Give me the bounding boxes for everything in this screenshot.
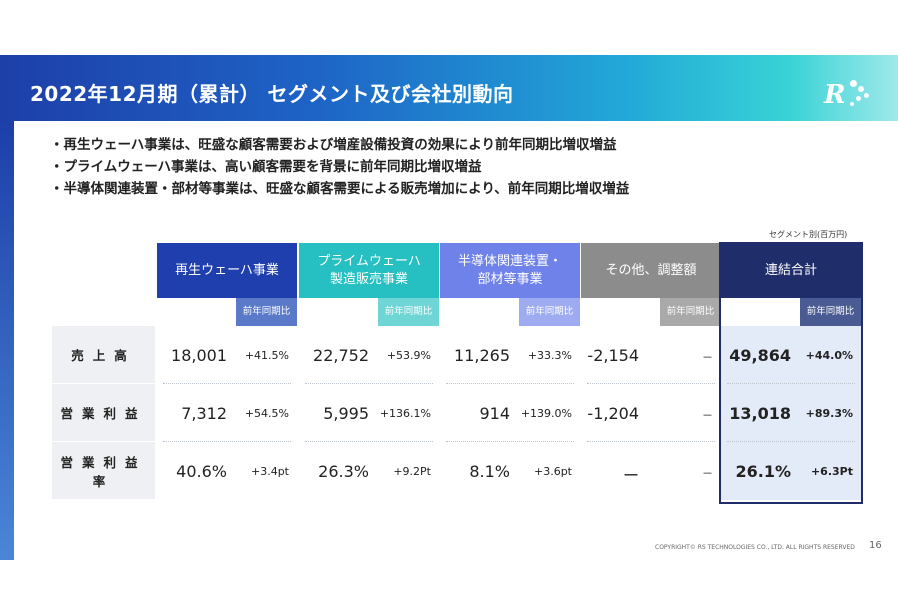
copyright-footer: COPYRIGHT© RS TECHNOLOGIES CO., LTD. ALL… bbox=[655, 544, 855, 551]
logo-dot-icon bbox=[850, 102, 854, 106]
logo-letter: R bbox=[824, 80, 846, 110]
cell-yoy: +9.2Pt bbox=[393, 465, 431, 478]
cell-yoy: +6.3Pt bbox=[810, 465, 853, 478]
row-divider bbox=[163, 383, 291, 384]
row-divider bbox=[727, 383, 855, 384]
total-column-border bbox=[719, 242, 863, 504]
cell-yoy: － bbox=[702, 467, 713, 480]
cell-value: 8.1% bbox=[469, 462, 510, 481]
row-label-divider bbox=[52, 383, 155, 384]
cell-yoy: － bbox=[702, 409, 713, 422]
unit-note: セグメント別(百万円) bbox=[769, 230, 848, 239]
header-banner bbox=[0, 55, 898, 121]
total-column-highlight bbox=[721, 326, 861, 500]
row-divider bbox=[587, 441, 715, 442]
cell-yoy: +3.4pt bbox=[250, 465, 289, 478]
yoy-header: 前年同期比 bbox=[378, 298, 439, 326]
yoy-header: 前年同期比 bbox=[519, 298, 580, 326]
cell-value: 914 bbox=[479, 404, 510, 423]
column-header: 再生ウェーハ事業 bbox=[157, 243, 297, 298]
yoy-header: 前年同期比 bbox=[660, 298, 721, 326]
row-divider bbox=[446, 383, 574, 384]
column-header: 半導体関連装置・ 部材等事業 bbox=[440, 243, 580, 298]
cell-yoy: +53.9% bbox=[386, 349, 431, 362]
row-label: 営業利益 bbox=[52, 384, 155, 441]
cell-yoy: +33.3% bbox=[527, 349, 572, 362]
column-header: その他、調整額 bbox=[581, 243, 721, 298]
cell-value: 26.1% bbox=[735, 462, 791, 481]
cell-value: ー bbox=[622, 466, 639, 485]
row-divider bbox=[446, 441, 574, 442]
row-divider bbox=[163, 441, 291, 442]
row-label-divider bbox=[52, 441, 155, 442]
column-header: 連結合計 bbox=[721, 243, 861, 298]
page-title: 2022年12月期（累計） セグメント及び会社別動向 bbox=[30, 82, 514, 106]
logo-dot-icon bbox=[850, 80, 857, 87]
cell-yoy: +54.5% bbox=[244, 407, 289, 420]
cell-value: 26.3% bbox=[318, 462, 369, 481]
column-header-spacer bbox=[299, 298, 378, 326]
cell-value: -2,154 bbox=[587, 346, 639, 365]
cell-yoy: +136.1% bbox=[379, 407, 431, 420]
cell-value: -1,204 bbox=[587, 404, 639, 423]
row-label: 売上高 bbox=[52, 326, 155, 383]
yoy-header: 前年同期比 bbox=[800, 298, 861, 326]
page-number: 16 bbox=[869, 540, 882, 551]
bullet-item: ・プライムウェーハ事業は、高い顧客需要を背景に前年同期比増収増益 bbox=[50, 159, 482, 175]
cell-yoy: +3.6pt bbox=[533, 465, 572, 478]
left-accent-bar bbox=[0, 121, 14, 560]
logo-dot-icon bbox=[856, 96, 861, 101]
row-divider bbox=[727, 441, 855, 442]
company-logo: R bbox=[820, 74, 880, 114]
row-divider bbox=[305, 441, 433, 442]
bullet-item: ・再生ウェーハ事業は、旺盛な顧客需要および増産設備投資の効果により前年同期比増収… bbox=[50, 137, 617, 153]
cell-yoy: +139.0% bbox=[520, 407, 572, 420]
cell-value: 13,018 bbox=[729, 404, 791, 423]
row-divider bbox=[305, 383, 433, 384]
column-header-spacer bbox=[721, 298, 800, 326]
column-header-spacer bbox=[581, 298, 660, 326]
column-header: プライムウェーハ 製造販売事業 bbox=[299, 243, 439, 298]
logo-dot-icon bbox=[858, 86, 864, 92]
column-header-spacer bbox=[440, 298, 519, 326]
bullet-item: ・半導体関連装置・部材等事業は、旺盛な顧客需要による販売増加により、前年同期比増… bbox=[50, 181, 630, 197]
summary-bullets: ・再生ウェーハ事業は、旺盛な顧客需要および増産設備投資の効果により前年同期比増収… bbox=[50, 134, 629, 200]
cell-yoy: － bbox=[702, 351, 713, 364]
cell-yoy: +41.5% bbox=[244, 349, 289, 362]
logo-dot-icon bbox=[864, 93, 869, 98]
row-divider bbox=[587, 383, 715, 384]
column-header-spacer bbox=[157, 298, 236, 326]
cell-value: 5,995 bbox=[323, 404, 369, 423]
cell-value: 18,001 bbox=[171, 346, 227, 365]
cell-value: 40.6% bbox=[176, 462, 227, 481]
cell-value: 7,312 bbox=[181, 404, 227, 423]
cell-yoy: +44.0% bbox=[805, 349, 853, 362]
cell-value: 11,265 bbox=[454, 346, 510, 365]
cell-value: 22,752 bbox=[313, 346, 369, 365]
row-label: 営業利益率 bbox=[52, 442, 155, 499]
cell-value: 49,864 bbox=[729, 346, 791, 365]
cell-yoy: +89.3% bbox=[805, 407, 853, 420]
yoy-header: 前年同期比 bbox=[236, 298, 297, 326]
